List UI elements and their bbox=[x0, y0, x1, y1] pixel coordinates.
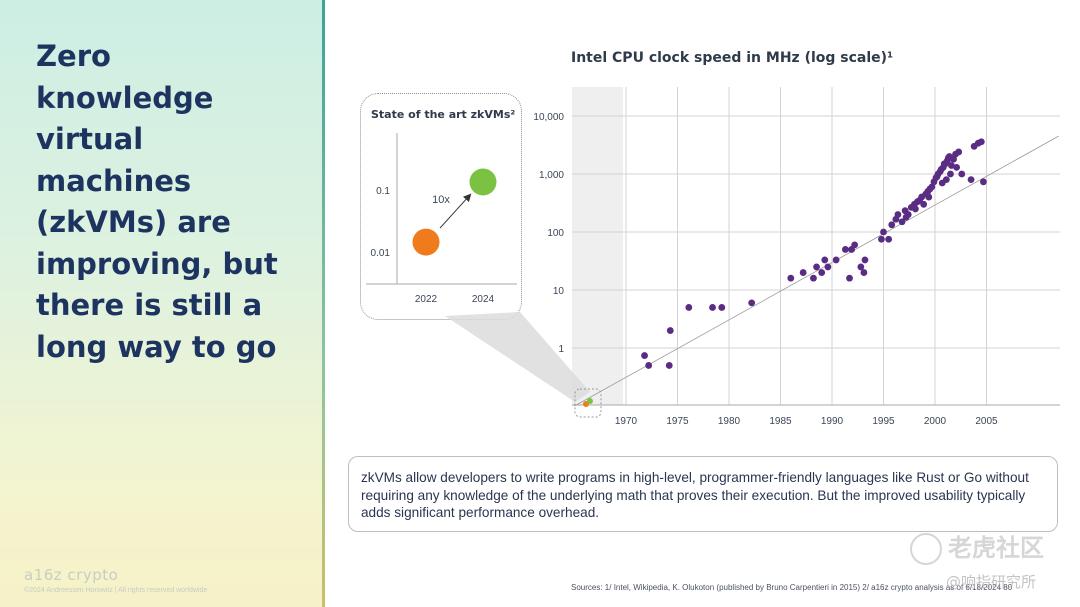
data-point bbox=[841, 246, 849, 253]
sources-footnote: Sources: 1/ Intel, Wikipedia, K. Olukoto… bbox=[571, 583, 1012, 592]
y-tick-label: 1 bbox=[558, 344, 564, 355]
data-point bbox=[821, 256, 829, 264]
x-tick-label: 1975 bbox=[666, 416, 689, 427]
inset-x-tick-label: 2024 bbox=[472, 294, 495, 305]
watermark-main-text: 老虎社区 bbox=[948, 534, 1044, 562]
inset-annotation: 10x bbox=[432, 194, 450, 206]
watermark-main: 老虎社区 bbox=[910, 528, 1044, 565]
data-point bbox=[810, 274, 817, 282]
x-tick-label: 2000 bbox=[924, 416, 947, 427]
data-point bbox=[940, 160, 948, 168]
y-tick-label: 10 bbox=[553, 286, 565, 297]
y-tick-label: 10,000 bbox=[533, 112, 564, 123]
x-tick-label: 1970 bbox=[615, 416, 638, 427]
data-point bbox=[898, 218, 906, 226]
x-tick-label: 1990 bbox=[821, 416, 844, 427]
zoom-origin-box bbox=[574, 388, 602, 418]
origin-point-green bbox=[587, 398, 593, 404]
data-point bbox=[787, 274, 795, 282]
data-point bbox=[933, 173, 941, 181]
data-point bbox=[645, 362, 653, 369]
data-point bbox=[902, 213, 910, 221]
y-tick-label: 100 bbox=[547, 228, 564, 239]
data-point bbox=[813, 263, 820, 271]
brand-logo: a16z crypto bbox=[24, 566, 119, 584]
callout-box: zkVMs allow developers to write programs… bbox=[348, 456, 1058, 532]
data-point bbox=[944, 154, 952, 162]
data-point bbox=[860, 269, 868, 276]
watermark-logo-icon bbox=[910, 533, 942, 565]
data-point bbox=[641, 352, 648, 359]
data-point bbox=[977, 138, 985, 146]
x-tick-label: 1980 bbox=[718, 416, 741, 427]
data-point bbox=[942, 176, 950, 184]
trend-line bbox=[574, 135, 1059, 407]
data-point bbox=[846, 274, 853, 282]
data-point bbox=[880, 228, 887, 236]
left-panel bbox=[0, 0, 322, 607]
data-point bbox=[665, 362, 673, 369]
data-point bbox=[955, 148, 963, 156]
sources-text: Sources: 1/ Intel, Wikipedia, K. Olukoto… bbox=[571, 583, 1002, 592]
x-tick-label: 2005 bbox=[975, 416, 998, 427]
zkvm-2024-point bbox=[469, 168, 497, 196]
data-point bbox=[851, 241, 859, 249]
inset-x-tick-label: 2022 bbox=[415, 294, 438, 305]
data-point bbox=[878, 235, 885, 243]
copyright-text: ©2024 Andreessen Horowitz | All rights r… bbox=[24, 587, 208, 594]
slide-headline: Zero knowledge virtual machines (zkVMs) … bbox=[36, 39, 278, 364]
data-point bbox=[947, 170, 954, 178]
data-point bbox=[925, 193, 933, 201]
data-point bbox=[824, 263, 832, 271]
data-point bbox=[818, 269, 826, 276]
zoom-connector bbox=[445, 312, 590, 402]
watermark-sub: @响指研究所 bbox=[946, 573, 1037, 591]
data-point bbox=[857, 263, 865, 271]
data-point bbox=[948, 162, 955, 169]
data-point bbox=[885, 235, 893, 243]
data-point bbox=[888, 221, 896, 229]
shaded-region bbox=[572, 87, 623, 405]
inset-y-tick-label: 0.01 bbox=[371, 248, 391, 259]
data-point bbox=[967, 176, 975, 184]
zkvm-2022-point bbox=[412, 228, 440, 256]
data-point bbox=[685, 304, 693, 311]
data-point bbox=[748, 299, 756, 307]
data-point bbox=[953, 163, 961, 171]
data-point bbox=[894, 211, 902, 218]
data-point bbox=[958, 170, 966, 178]
data-point bbox=[861, 256, 869, 264]
panel-divider bbox=[322, 0, 325, 607]
y-tick-label: 1,000 bbox=[539, 170, 564, 181]
x-tick-label: 1995 bbox=[872, 416, 895, 427]
data-point bbox=[832, 256, 840, 264]
improvement-arrow bbox=[439, 193, 472, 229]
data-point bbox=[920, 200, 928, 208]
x-tick-label: 1985 bbox=[769, 416, 792, 427]
page-number: 80 bbox=[1003, 583, 1013, 592]
data-point bbox=[980, 178, 987, 186]
chart-title: Intel CPU clock speed in MHz (log scale)… bbox=[571, 50, 894, 66]
zkvm-inset-card bbox=[360, 93, 522, 320]
data-point bbox=[912, 205, 919, 213]
inset-title: State of the art zkVMs² bbox=[371, 108, 516, 121]
data-point bbox=[718, 304, 726, 311]
data-point bbox=[799, 269, 807, 276]
inset-y-tick-label: 0.1 bbox=[376, 186, 390, 197]
data-point bbox=[666, 327, 674, 334]
data-point bbox=[709, 304, 716, 311]
